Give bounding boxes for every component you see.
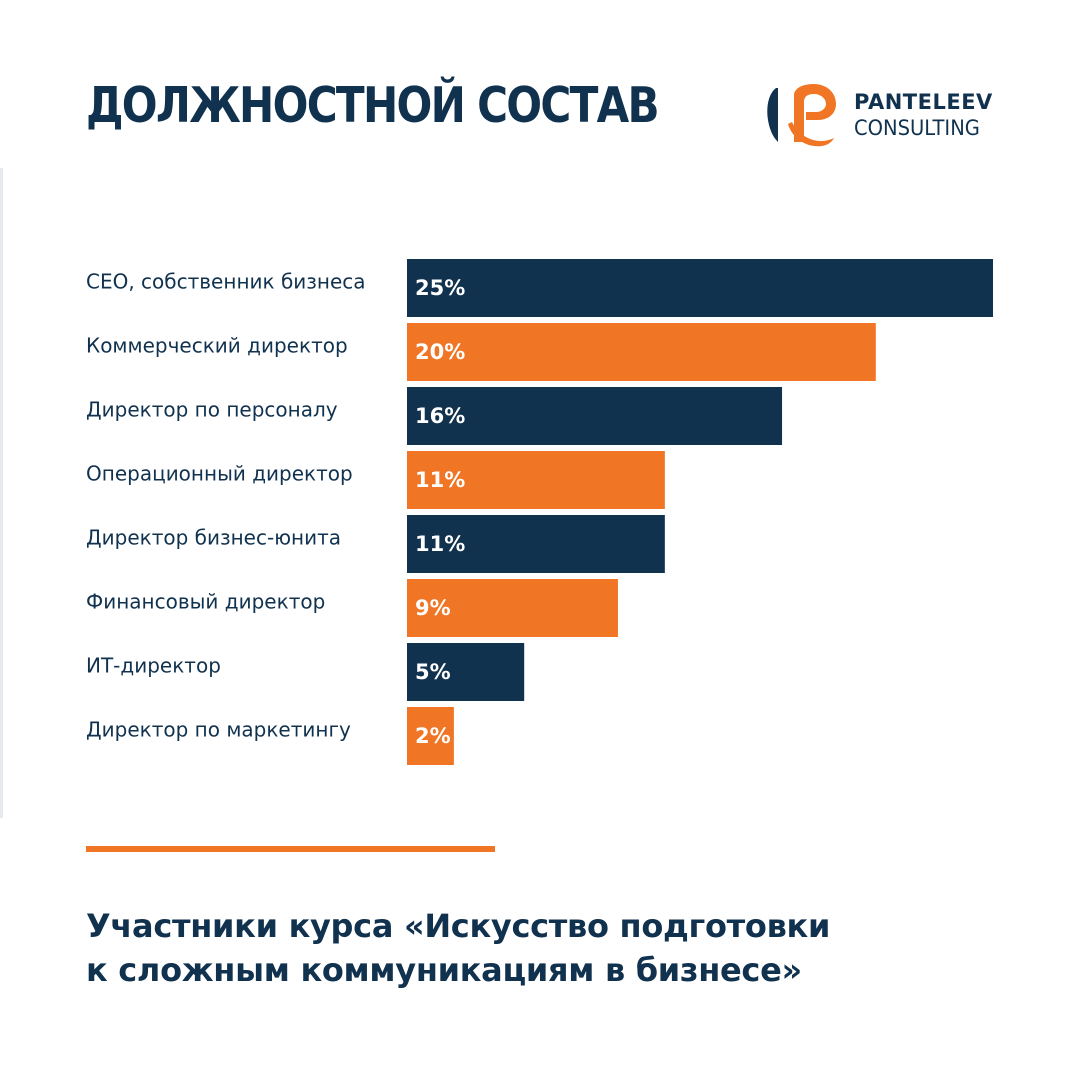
value-label-5: 11% bbox=[415, 532, 465, 556]
bar-6 bbox=[407, 579, 618, 637]
bar-4 bbox=[407, 451, 665, 509]
page-title: ДОЛЖНОСТНОЙ СОСТАВ bbox=[86, 77, 660, 134]
value-label-4: 11% bbox=[415, 468, 465, 492]
company-logo: PANTELEEV CONSULTING bbox=[766, 80, 1006, 150]
bar-1 bbox=[407, 259, 993, 317]
caption-line-1: Участники курса «Искусство подготовки bbox=[86, 907, 831, 945]
value-label-1: 25% bbox=[415, 276, 465, 300]
category-label-1: CEO, собственник бизнеса bbox=[86, 270, 366, 294]
category-label-7: ИТ-директор bbox=[86, 654, 221, 678]
category-label-5: Директор бизнес-юнита bbox=[86, 526, 341, 550]
bar-2 bbox=[407, 323, 876, 381]
category-label-3: Директор по персоналу bbox=[86, 398, 338, 422]
value-label-7: 5% bbox=[415, 660, 451, 684]
caption-line-2: к сложным коммуникациям в бизнесе» bbox=[86, 951, 802, 989]
value-label-2: 20% bbox=[415, 340, 465, 364]
left-edge-line bbox=[0, 168, 3, 818]
value-label-8: 2% bbox=[415, 724, 451, 748]
panteleev-logo-icon bbox=[767, 84, 836, 147]
category-label-6: Финансовый директор bbox=[86, 590, 325, 614]
logo-name: PANTELEEV bbox=[854, 90, 993, 114]
divider-line bbox=[86, 846, 495, 852]
value-label-3: 16% bbox=[415, 404, 465, 428]
bar-7 bbox=[407, 643, 525, 701]
bar-8 bbox=[407, 707, 454, 765]
category-label-2: Коммерческий директор bbox=[86, 334, 348, 358]
bar-3 bbox=[407, 387, 783, 445]
logo-subtitle: CONSULTING bbox=[854, 116, 980, 140]
bar-5 bbox=[407, 515, 665, 573]
caption: Участники курса «Искусство подготовки к … bbox=[86, 904, 830, 992]
category-label-4: Операционный директор bbox=[86, 462, 353, 486]
value-label-6: 9% bbox=[415, 596, 451, 620]
category-label-8: Директор по маркетингу bbox=[86, 718, 351, 742]
